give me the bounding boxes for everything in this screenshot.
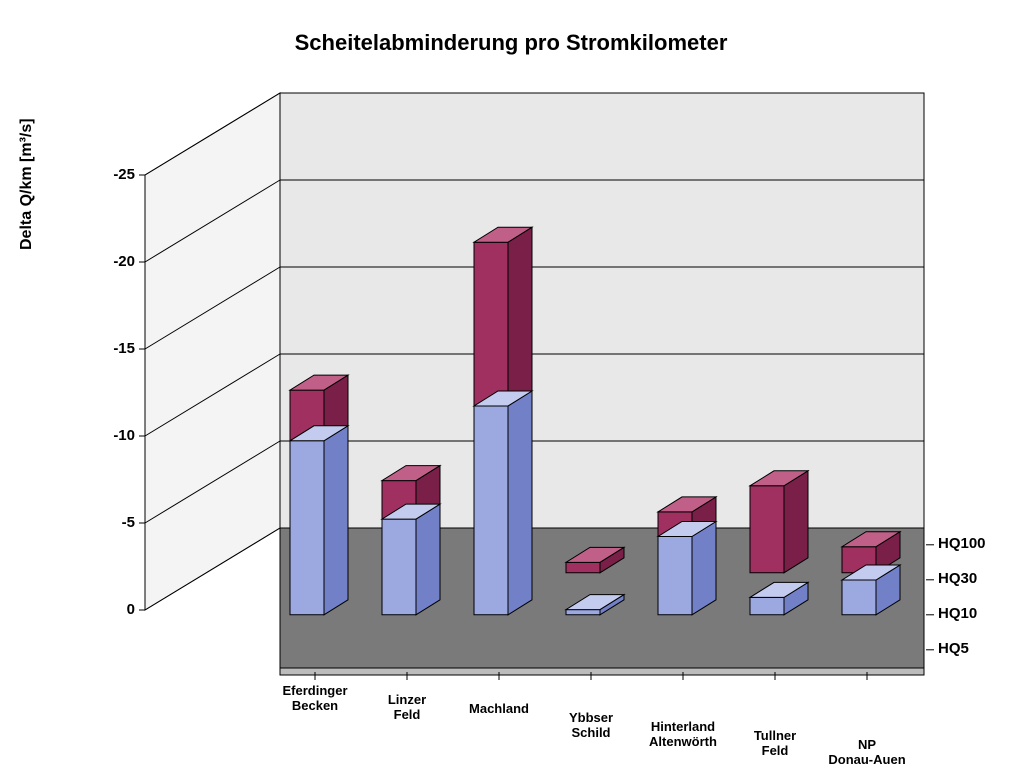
chart-container: Scheitelabminderung pro Stromkilometer D… [0, 0, 1022, 767]
y-tick-label: -5 [87, 514, 135, 531]
y-tick-label: 0 [87, 601, 135, 618]
series-label: HQ5 [938, 640, 969, 657]
chart-svg [0, 0, 1022, 767]
series-label: HQ30 [938, 570, 977, 587]
y-tick-label: -10 [87, 427, 135, 444]
category-label: NPDonau-Auen [812, 738, 922, 768]
series-label: HQ100 [938, 535, 986, 552]
y-tick-label: -15 [87, 340, 135, 357]
y-tick-label: -25 [87, 166, 135, 183]
y-tick-label: -20 [87, 253, 135, 270]
series-label: HQ10 [938, 605, 977, 622]
